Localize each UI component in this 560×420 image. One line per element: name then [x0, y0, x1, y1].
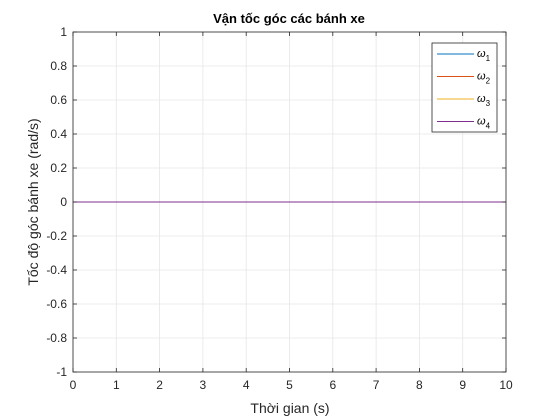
x-tick-label: 3: [200, 378, 207, 392]
y-tick-label: -0.2: [46, 229, 67, 243]
y-tick-label: -0.6: [46, 297, 67, 311]
x-tick-label: 8: [416, 378, 423, 392]
legend-box: [431, 42, 498, 133]
y-tick-label: 0.4: [50, 127, 67, 141]
x-tick-label: 7: [373, 378, 380, 392]
x-tick-label: 9: [459, 378, 466, 392]
y-tick-label: -0.8: [46, 331, 67, 345]
y-tick-label: -0.4: [46, 263, 67, 277]
x-tick-label: 5: [286, 378, 293, 392]
x-axis-title: Thời gian (s): [250, 400, 329, 416]
y-tick-label: 0.6: [50, 93, 67, 107]
x-tick-label: 2: [156, 378, 163, 392]
y-tick-labels: -1 -0.8 -0.6 -0.4 -0.2 0 0.2 0.4 0.6 0.8 1: [46, 25, 67, 379]
x-tick-label: 10: [499, 378, 513, 392]
x-tick-label: 4: [243, 378, 250, 392]
x-tick-labels: 0 1 2 3 4 5 6 7 8 9 10: [70, 378, 513, 392]
chart-title: Vận tốc góc các bánh xe: [213, 11, 365, 26]
x-tick-label: 0: [70, 378, 77, 392]
y-tick-label: 0: [60, 195, 67, 209]
x-tick-label: 6: [329, 378, 336, 392]
y-tick-label: -1: [56, 365, 67, 379]
x-tick-label: 1: [113, 378, 120, 392]
y-tick-label: 1: [60, 25, 67, 39]
y-tick-label: 0.8: [50, 59, 67, 73]
y-tick-label: 0.2: [50, 161, 67, 175]
tick-layer: [72, 31, 507, 373]
y-axis-title: Tốc độ góc bánh xe (rad/s): [25, 118, 41, 285]
